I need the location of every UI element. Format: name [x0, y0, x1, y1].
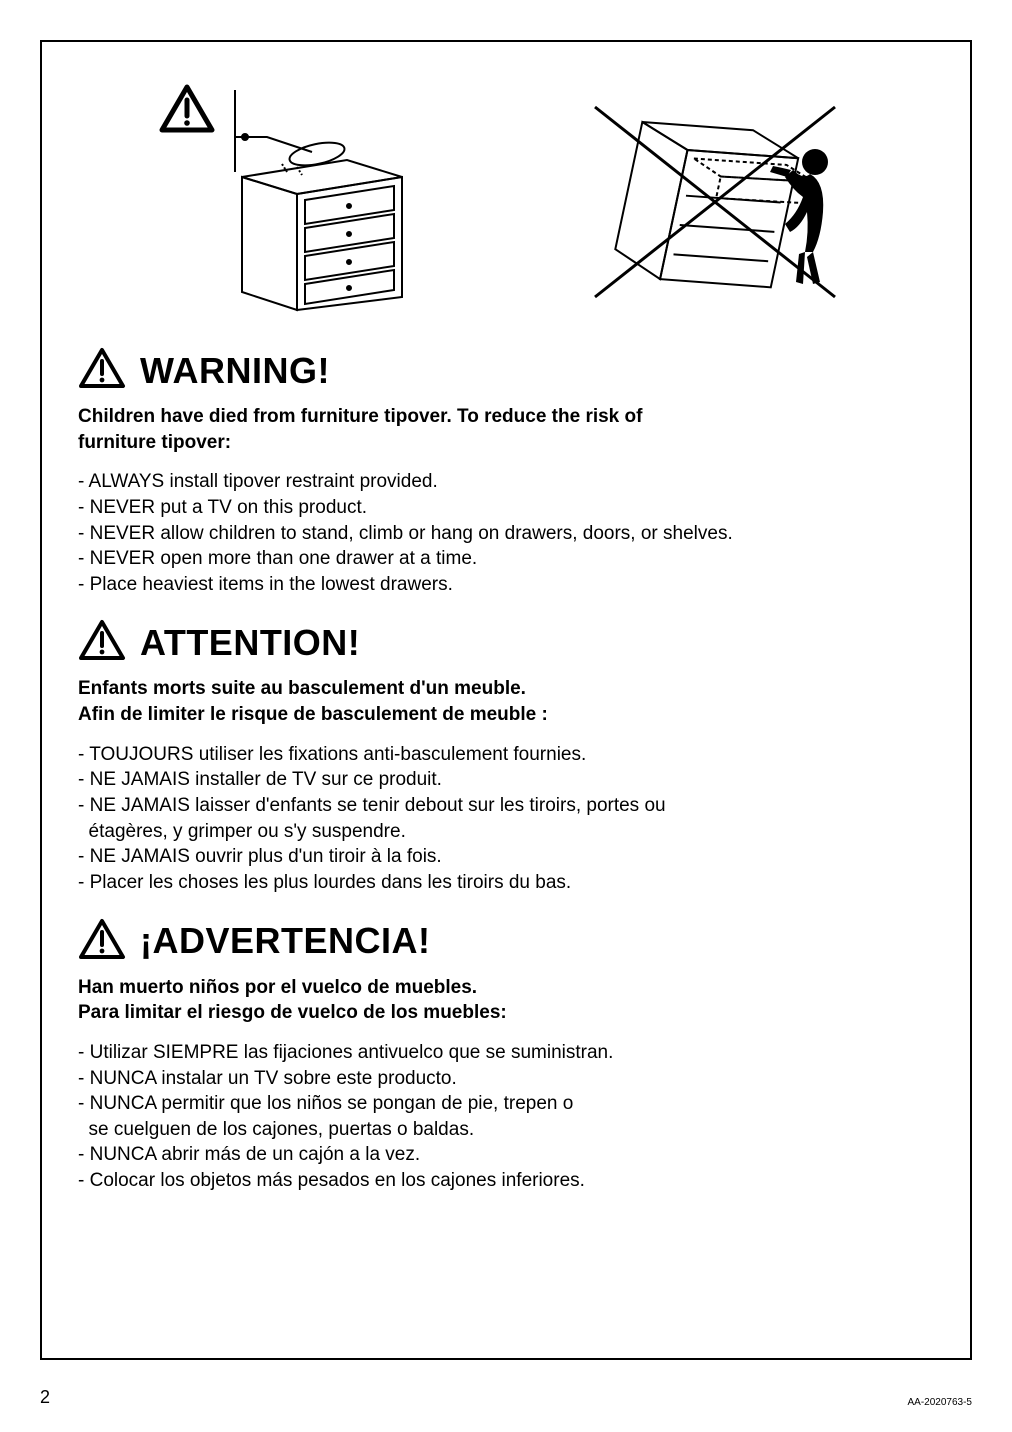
advertencia-heading: ¡ADVERTENCIA! [140, 920, 431, 962]
warning-item: - ALWAYS install tipover restraint provi… [78, 469, 934, 495]
attention-heading: ATTENTION! [140, 622, 360, 664]
advertencia-list: - Utilizar SIEMPRE las fijaciones antivu… [78, 1040, 934, 1194]
warning-heading: WARNING! [140, 350, 330, 392]
content-frame: WARNING! Children have died from furnitu… [40, 40, 972, 1360]
attention-item: - TOUJOURS utiliser les fixations anti-b… [78, 742, 934, 768]
warning-triangle-icon [78, 619, 126, 666]
attention-item: - Placer les choses les plus lourdes dan… [78, 870, 934, 896]
warning-triangle-icon [78, 347, 126, 394]
page-footer: 2 AA-2020763-5 [40, 1387, 972, 1408]
page-number: 2 [40, 1387, 50, 1408]
advertencia-item: - NUNCA instalar un TV sobre este produc… [78, 1066, 934, 1092]
warning-list: - ALWAYS install tipover restraint provi… [78, 469, 934, 597]
advertencia-heading-row: ¡ADVERTENCIA! [78, 918, 934, 965]
advertencia-sub-line2: Para limitar el riesgo de vuelco de los … [78, 1002, 507, 1023]
attention-item: étagères, y grimper ou s'y suspendre. [78, 819, 934, 845]
attention-item: - NE JAMAIS installer de TV sur ce produ… [78, 767, 934, 793]
warning-item: - NEVER open more than one drawer at a t… [78, 546, 934, 572]
attention-subheading: Enfants morts suite au basculement d'un … [78, 676, 934, 727]
attention-sub-line2: Afin de limiter le risque de basculement… [78, 704, 548, 725]
warning-sub-line2: furniture tipover: [78, 432, 231, 453]
attention-sub-line1: Enfants morts suite au basculement d'un … [78, 678, 526, 699]
advertencia-item: - NUNCA permitir que los niños se pongan… [78, 1091, 934, 1117]
attention-heading-row: ATTENTION! [78, 619, 934, 666]
advertencia-subheading: Han muerto niños por el vuelco de mueble… [78, 975, 934, 1026]
attention-item: - NE JAMAIS ouvrir plus d'un tiroir à la… [78, 844, 934, 870]
illustration-anchored-dresser [147, 82, 427, 317]
warning-sub-line1: Children have died from furniture tipove… [78, 406, 642, 427]
advertencia-item: - Colocar los objetos más pesados en los… [78, 1168, 934, 1194]
attention-list: - TOUJOURS utiliser les fixations anti-b… [78, 742, 934, 896]
warning-triangle-icon [78, 918, 126, 965]
warning-item: - Place heaviest items in the lowest dra… [78, 572, 934, 598]
warning-heading-row: WARNING! [78, 347, 934, 394]
advertencia-item: se cuelguen de los cajones, puertas o ba… [78, 1117, 934, 1143]
illustration-tipping-dresser [565, 82, 865, 317]
warning-subheading: Children have died from furniture tipove… [78, 404, 934, 455]
advertencia-item: - Utilizar SIEMPRE las fijaciones antivu… [78, 1040, 934, 1066]
document-id: AA-2020763-5 [908, 1397, 973, 1408]
attention-item: - NE JAMAIS laisser d'enfants se tenir d… [78, 793, 934, 819]
advertencia-item: - NUNCA abrir más de un cajón a la vez. [78, 1142, 934, 1168]
advertencia-sub-line1: Han muerto niños por el vuelco de mueble… [78, 977, 477, 998]
illustration-row [78, 82, 934, 317]
warning-item: - NEVER allow children to stand, climb o… [78, 521, 934, 547]
warning-item: - NEVER put a TV on this product. [78, 495, 934, 521]
